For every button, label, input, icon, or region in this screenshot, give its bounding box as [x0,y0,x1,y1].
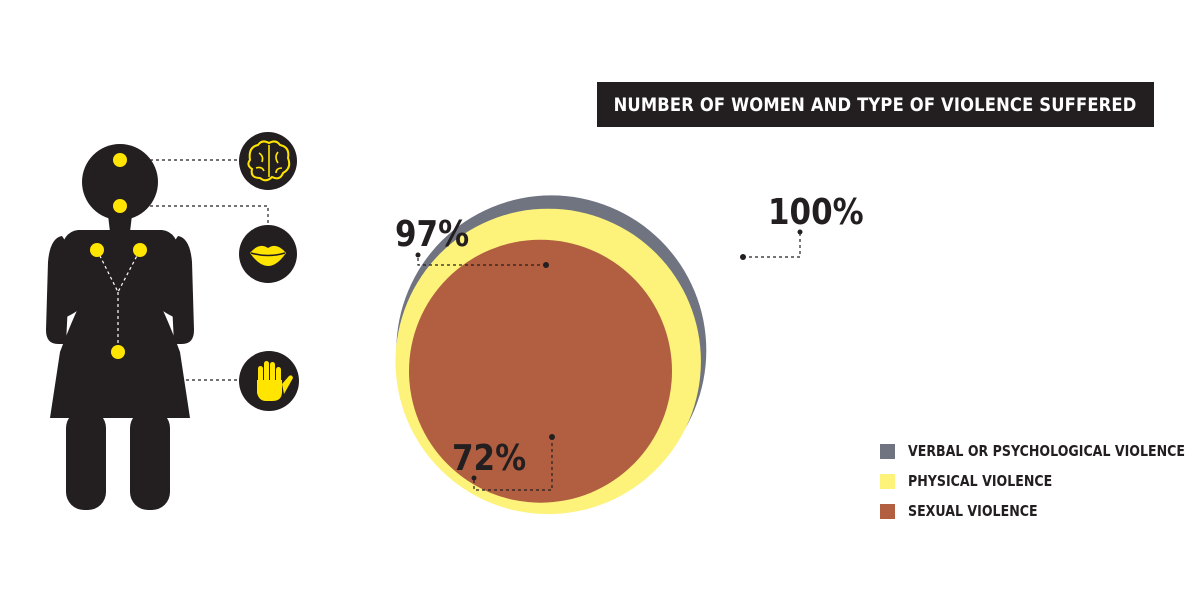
figure-arm-left [46,236,70,344]
chart-title-bar: NUMBER OF WOMEN AND TYPE OF VIOLENCE SUF… [597,82,1154,127]
legend-item-physical: PHYSICAL VIOLENCE [880,466,1200,496]
data-label-physical: 97% [395,214,470,255]
circle-sexual [409,239,672,503]
figure-leg-right [130,410,170,510]
data-label-verbal: 100% [768,192,864,233]
figure-neck [108,215,132,232]
marker-chest-left [90,243,104,257]
legend-label-sexual: SEXUAL VIOLENCE [908,502,1038,520]
legend-swatch-verbal [880,443,895,459]
legend-label-verbal: VERBAL OR PSYCHOLOGICAL VIOLENCE [908,442,1186,460]
woman-figure [46,132,299,510]
marker-groin [111,345,125,359]
leader-sexual-dot [549,434,555,440]
data-label-sexual: 72% [452,438,527,479]
leader-physical [417,255,546,266]
leader-physical-dot [543,262,549,268]
leader-verbal-dot [740,254,746,260]
lips-icon [239,225,297,283]
legend-item-verbal: VERBAL OR PSYCHOLOGICAL VIOLENCE [880,436,1200,466]
chart-title: NUMBER OF WOMEN AND TYPE OF VIOLENCE SUF… [614,93,1137,116]
figure-head [82,144,158,220]
brain-icon [239,132,297,190]
legend-item-sexual: SEXUAL VIOLENCE [880,496,1200,526]
leader-verbal [743,232,801,258]
marker-chest-right [133,243,147,257]
legend-swatch-sexual [880,503,895,519]
legend: VERBAL OR PSYCHOLOGICAL VIOLENCE PHYSICA… [880,436,1200,526]
figure-dress [50,232,190,418]
hand-icon [239,351,299,411]
figure-leg-left [66,410,106,510]
legend-swatch-physical [880,473,895,489]
marker-brain [113,153,127,167]
legend-label-physical: PHYSICAL VIOLENCE [908,472,1053,490]
marker-mouth [113,199,127,213]
figure-arm-right [170,236,194,344]
